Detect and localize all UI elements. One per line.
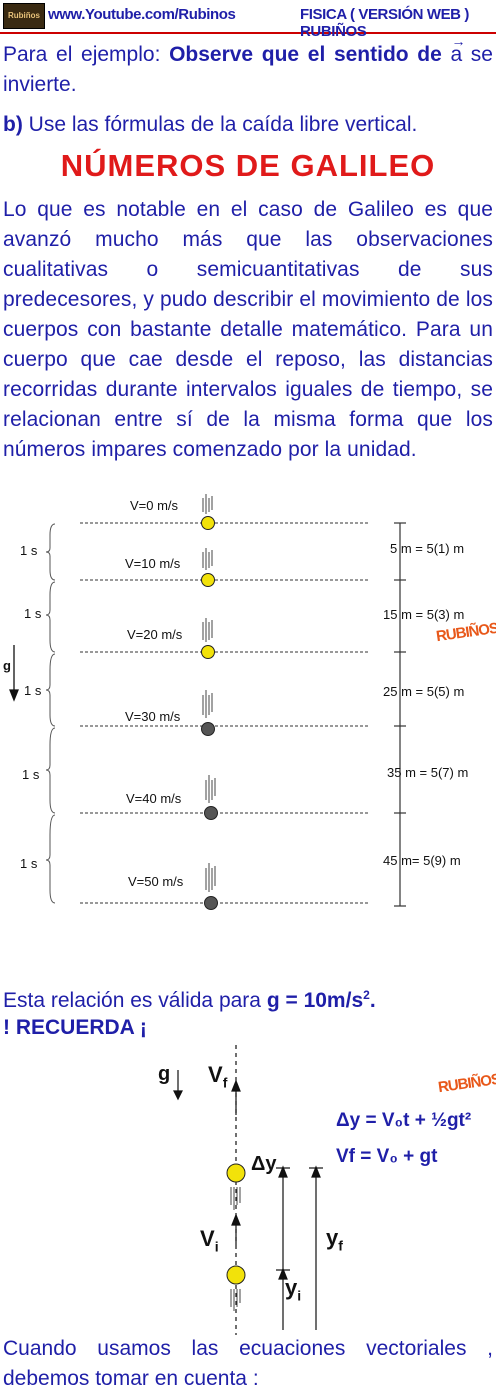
time-interval-label: 1 s [24,606,42,621]
time-interval-label: 1 s [20,856,38,871]
gravity-label: g [3,658,11,673]
recuerda-label: ! RECUERDA ¡ [3,1016,147,1039]
distance-label: 45 m= 5(9) m [383,853,461,868]
final-velocity-label: Vf [208,1062,228,1091]
part-b: b) Use las fórmulas de la caída libre ve… [3,113,418,136]
galileo-paragraph: Lo que es notable en el caso de Galileo … [3,198,493,461]
velocity-label: V=10 m/s [125,556,181,571]
final-position-label: yf [326,1225,343,1254]
galileo-diagram [9,494,406,910]
initial-velocity-label: Vi [200,1226,219,1255]
time-interval-label: 1 s [24,683,42,698]
page-header: Rubiños www.Youtube.com/Rubinos FISICA (… [0,0,496,40]
velocity-label: V=20 m/s [127,627,183,642]
displacement-label: Δy [251,1153,277,1175]
gravity-vector-label: g [158,1063,171,1085]
distance-label: 5 m = 5(1) m [390,541,465,556]
distance-label: 25 m = 5(5) m [383,684,465,699]
velocity-label: V=0 m/s [130,498,179,513]
velocity-label: V=50 m/s [128,874,184,889]
distance-label: 35 m = 5(7) m [387,765,469,780]
displacement-equation: Δy = V₀t + ½gt² [336,1110,472,1131]
intro-paragraph: Para el ejemplo: Observe que el sentido … [3,33,493,96]
distance-label: 15 m = 5(3) m [383,607,465,622]
velocity-label: V=40 m/s [126,791,182,806]
velocity-equation: Vf = V₀ + gt [336,1146,438,1167]
initial-position-label: yi [285,1275,302,1304]
acceleration-symbol: → a [450,33,466,66]
time-interval-label: 1 s [22,767,40,782]
page-title: NÚMEROS DE GALILEO [60,148,436,183]
velocity-label: V=30 m/s [125,709,181,724]
vector-diagram [173,1045,323,1335]
closing-paragraph: Cuando usamos las ecuaciones vectoriales… [3,1337,493,1390]
course-title: FISICA ( VERSIÓN WEB ) RUBIÑOS [300,6,469,40]
time-interval-label: 1 s [20,543,38,558]
youtube-link[interactable]: www.Youtube.com/Rubinos [48,6,236,23]
rubinos-logo: Rubiños [3,3,45,29]
relation-text: Esta relación es válida para g = 10m/s2. [3,988,376,1012]
